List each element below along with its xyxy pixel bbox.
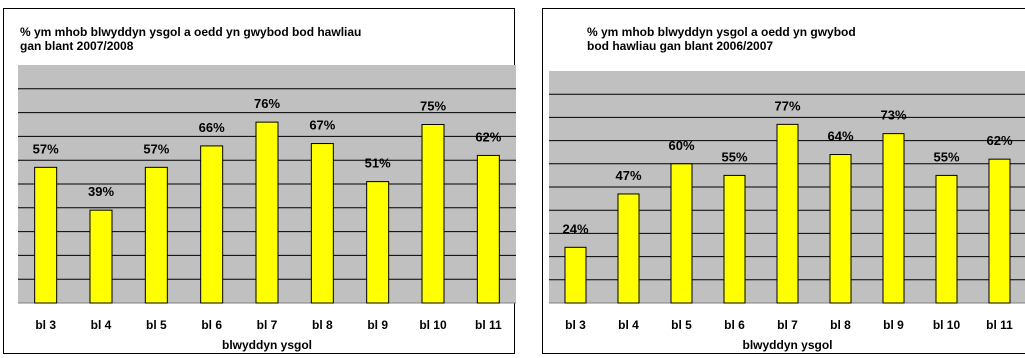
x-tick-label: bl 11 [986, 318, 1013, 332]
x-tick-label: bl 5 [146, 318, 167, 332]
data-label: 51% [365, 156, 391, 171]
bar [564, 246, 587, 304]
x-tick-label: bl 3 [565, 318, 586, 332]
x-tick-label: bl 4 [618, 318, 639, 332]
bar [421, 124, 445, 304]
bar [776, 123, 799, 304]
bar [200, 145, 224, 304]
bar [935, 174, 958, 304]
chart-title-line: bod hawliau gan blant 2006/2007 [587, 39, 774, 53]
data-label: 77% [774, 98, 800, 113]
x-tick-label: bl 9 [883, 318, 904, 332]
x-tick-label: bl 9 [367, 318, 388, 332]
data-label: 66% [199, 120, 225, 135]
data-label: 67% [309, 118, 335, 133]
chart-panel-2006-2007: % ym mhob blwyddyn ysgol a oedd yn gwybo… [542, 8, 1025, 354]
data-label: 62% [986, 133, 1012, 148]
bar [255, 121, 279, 304]
x-tick-label: bl 8 [312, 318, 333, 332]
x-tick-label: bl 5 [671, 318, 692, 332]
bar [144, 166, 168, 304]
x-tick-label: bl 7 [777, 318, 798, 332]
x-tick-label: bl 11 [475, 318, 502, 332]
data-label: 55% [933, 149, 959, 164]
data-label: 39% [88, 184, 114, 199]
bar [723, 174, 746, 304]
chart-title: % ym mhob blwyddyn ysgol a oedd yn gwybo… [20, 25, 500, 53]
bar-chart: 24% bl 3 47% bl 4 60% bl 5 55% bl 6 77% bl 7 64% bl… [549, 71, 1025, 352]
x-axis-title: blwyddyn ysgol [222, 338, 312, 352]
chart-title-line: % ym mhob blwyddyn ysgol a oedd yn gwybo… [587, 25, 856, 39]
bar [366, 181, 390, 304]
bar [670, 163, 693, 304]
x-tick-label: bl 7 [257, 318, 278, 332]
bar [476, 154, 500, 304]
bar [882, 133, 905, 304]
bar [310, 143, 334, 304]
chart-title: % ym mhob blwyddyn ysgol a oedd yn gwybo… [587, 25, 967, 53]
data-label: 24% [562, 221, 588, 236]
bar [988, 158, 1011, 304]
x-tick-label: bl 6 [724, 318, 745, 332]
chart-panel-2007-2008: % ym mhob blwyddyn ysgol a oedd yn gwybo… [3, 8, 516, 354]
bar [829, 154, 852, 304]
data-label: 75% [420, 99, 446, 114]
x-tick-label: bl 4 [91, 318, 112, 332]
x-tick-label: bl 10 [933, 318, 961, 332]
bar-chart: 57% bl 3 39% bl 4 57% bl 5 66% bl 6 76% bl 7 67% bl… [18, 65, 516, 352]
x-axis-title: blwyddyn ysgol [742, 338, 832, 352]
data-label: 73% [880, 108, 906, 123]
x-tick-label: bl 3 [35, 318, 56, 332]
chart-title-line: gan blant 2007/2008 [20, 39, 134, 53]
bar [34, 166, 58, 304]
bar [89, 209, 113, 304]
data-label: 64% [827, 129, 853, 144]
x-tick-label: bl 10 [419, 318, 447, 332]
data-label: 62% [475, 129, 501, 144]
data-label: 57% [33, 141, 59, 156]
bar [617, 193, 640, 304]
data-label: 60% [668, 138, 694, 153]
data-label: 47% [615, 168, 641, 183]
data-label: 76% [254, 96, 280, 111]
chart-title-line: % ym mhob blwyddyn ysgol a oedd yn gwybo… [20, 25, 362, 39]
x-tick-label: bl 8 [830, 318, 851, 332]
data-label: 55% [721, 149, 747, 164]
x-tick-label: bl 6 [201, 318, 222, 332]
data-label: 57% [143, 141, 169, 156]
